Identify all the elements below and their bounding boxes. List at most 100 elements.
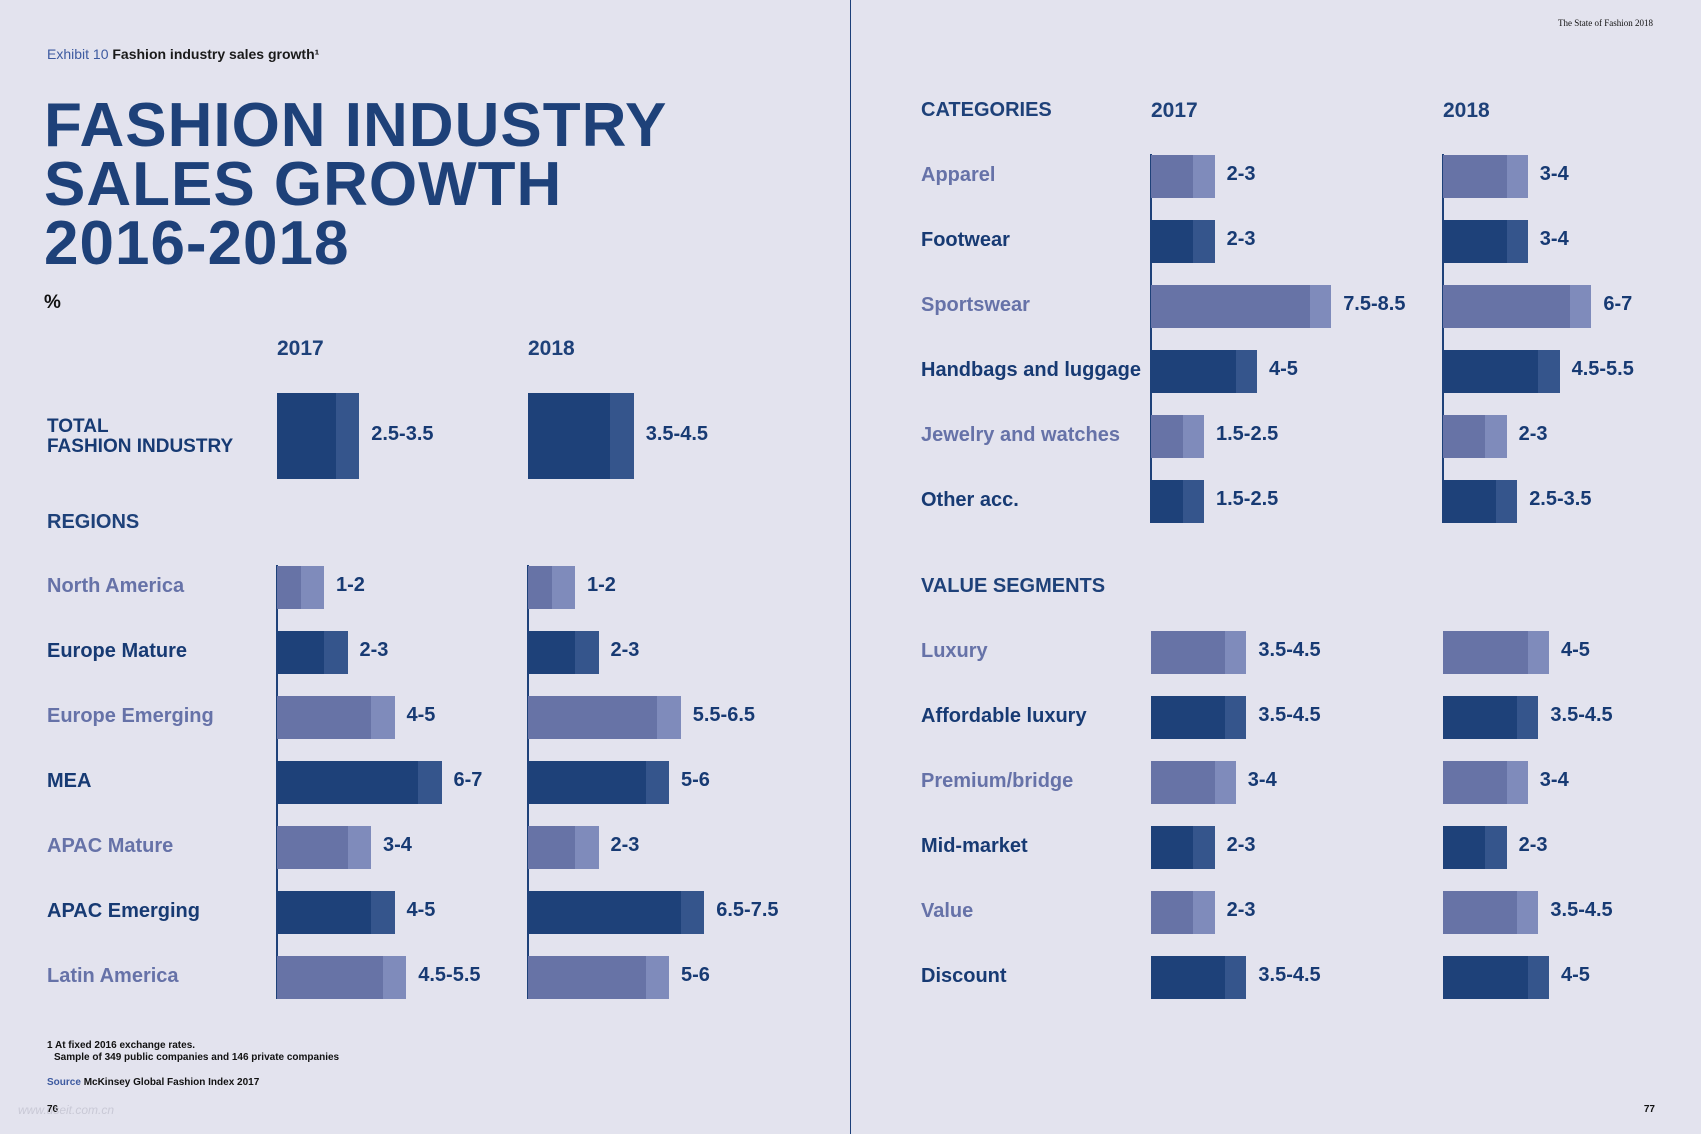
bar-range-segment: [418, 760, 442, 804]
bar-value-label: 1-2: [336, 574, 365, 596]
bar: [1443, 414, 1507, 458]
bar-value-label: 3.5-4.5: [1258, 639, 1321, 661]
bar-value-label: 2-3: [1518, 834, 1548, 856]
bar-value-label: 6.5-7.5: [716, 899, 779, 921]
unit-label: %: [44, 292, 61, 313]
bar-low-segment: [1443, 890, 1518, 934]
bar-range-segment: [1310, 284, 1332, 328]
bar-range-segment: [1506, 219, 1528, 263]
bar: [1443, 284, 1592, 328]
bar-value-label: 2-3: [1518, 423, 1548, 445]
bar-low-segment: [1443, 284, 1571, 328]
bar-range-segment: [1193, 219, 1215, 263]
bar-low-segment: [1151, 479, 1183, 523]
bar: [528, 565, 575, 609]
bar-range-segment: [335, 393, 360, 479]
running-head: The State of Fashion 2018: [1558, 18, 1653, 28]
bar-low-segment: [528, 955, 646, 999]
section-title-regions: REGIONS: [47, 511, 140, 533]
segment-label: Discount: [921, 965, 1007, 987]
bar: [1443, 219, 1528, 263]
bar-low-segment: [1151, 760, 1215, 804]
bar: [528, 890, 705, 934]
bar-range-segment: [1182, 479, 1204, 523]
axis-line-2017: [1150, 154, 1152, 523]
bar-range-segment: [1527, 955, 1549, 999]
category-label: Jewelry and watches: [921, 424, 1120, 446]
category-label: Handbags and luggage: [921, 359, 1142, 381]
bar-low-segment: [1443, 219, 1507, 263]
bar-low-segment: [1443, 414, 1486, 458]
bar-low-segment: [1443, 630, 1528, 674]
column-year-2018: 2018: [1443, 99, 1490, 122]
bar-low-segment: [277, 695, 371, 739]
bar-value-label: 2-3: [1226, 163, 1256, 185]
bar-value-label: 4.5-5.5: [1571, 358, 1634, 380]
bar-low-segment: [277, 630, 324, 674]
region-label: MEA: [47, 770, 92, 792]
segment-label: Mid-market: [921, 835, 1028, 857]
bar-range-segment: [645, 955, 669, 999]
bar-low-segment: [1151, 890, 1194, 934]
bar-low-segment: [277, 825, 348, 869]
region-label: North America: [47, 575, 185, 597]
bar-range-segment: [1193, 154, 1215, 198]
column-year-2017: 2017: [277, 337, 324, 360]
region-label: Latin America: [47, 965, 179, 987]
segment-label: Affordable luxury: [921, 705, 1087, 727]
category-label: Sportswear: [921, 294, 1030, 316]
bar-value-label: 4-5: [406, 704, 436, 726]
bar: [1443, 955, 1549, 999]
bar-value-label: 2.5-3.5: [1529, 488, 1592, 510]
bar-low-segment: [1443, 479, 1496, 523]
bar-range-segment: [1485, 825, 1507, 869]
bar-value-label: 2.5-3.5: [371, 423, 434, 445]
category-label: Other acc.: [921, 489, 1019, 511]
region-label: APAC Emerging: [47, 900, 200, 922]
total-label-line: FASHION INDUSTRY: [47, 436, 234, 457]
bar-value-label: 4-5: [406, 899, 436, 921]
bar-range-segment: [551, 565, 575, 609]
bar-low-segment: [1443, 955, 1528, 999]
bar: [1151, 695, 1247, 739]
bar-value-label: 2-3: [359, 639, 389, 661]
segment-label: Premium/bridge: [921, 770, 1074, 792]
bar: [277, 825, 371, 869]
bar-range-segment: [382, 955, 407, 999]
bar-value-label: 4.5-5.5: [418, 964, 481, 986]
bar-value-label: 5-6: [681, 769, 710, 791]
bar-low-segment: [1443, 825, 1486, 869]
bar: [277, 695, 395, 739]
bar: [277, 890, 395, 934]
page-number-right: 77: [1643, 1104, 1655, 1115]
bar-range-segment: [1214, 760, 1236, 804]
bar-value-label: 4-5: [1269, 358, 1298, 380]
footnote-line: Sample of 349 public companies and 146 p…: [54, 1052, 340, 1063]
bar: [528, 393, 634, 479]
title-line: FASHION INDUSTRY: [44, 91, 668, 160]
bar-low-segment: [528, 890, 681, 934]
page-divider: [850, 0, 851, 1134]
bar: [528, 630, 599, 674]
bar: [528, 695, 681, 739]
source-label: Source: [47, 1077, 81, 1088]
bar-low-segment: [277, 760, 418, 804]
bar-range-segment: [1506, 760, 1528, 804]
page-number-left: 76: [47, 1104, 59, 1115]
bar-range-segment: [371, 890, 395, 934]
bar-low-segment: [1443, 349, 1539, 393]
bar-range-segment: [610, 393, 634, 479]
bar-low-segment: [1151, 695, 1226, 739]
bar-low-segment: [528, 393, 611, 479]
axis-line-2018: [1442, 154, 1444, 523]
watermark: www.useit.com.cn: [18, 1103, 115, 1117]
bar-value-label: 4-5: [1561, 964, 1590, 986]
bar-range-segment: [575, 630, 599, 674]
bar: [277, 955, 407, 999]
region-label: APAC Mature: [47, 835, 174, 857]
bar-value-label: 5-6: [681, 964, 710, 986]
bar-range-segment: [324, 630, 348, 674]
title-line: SALES GROWTH: [44, 150, 563, 219]
bar-range-segment: [1193, 890, 1215, 934]
bar-low-segment: [528, 565, 552, 609]
